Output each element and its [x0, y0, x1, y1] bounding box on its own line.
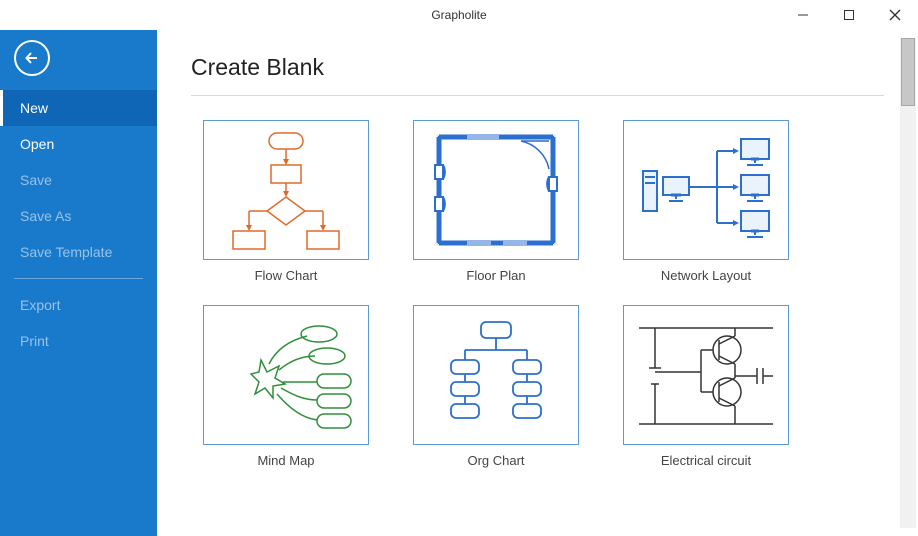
sidebar-item-label: Save Template: [20, 244, 112, 260]
sidebar-item-save-template: Save Template: [0, 234, 157, 270]
floor-plan-icon: [421, 127, 571, 253]
sidebar-item-print: Print: [0, 323, 157, 359]
vertical-scrollbar[interactable]: [900, 38, 916, 528]
sidebar-item-open[interactable]: Open: [0, 126, 157, 162]
template-thumb: [623, 120, 789, 260]
close-button[interactable]: [872, 0, 918, 30]
sidebar-item-label: New: [20, 100, 48, 116]
close-icon: [889, 9, 901, 21]
sidebar-item-save-as: Save As: [0, 198, 157, 234]
sidebar-item-label: Print: [20, 333, 49, 349]
template-flow-chart[interactable]: Flow Chart: [203, 120, 369, 283]
org-chart-icon: [421, 312, 571, 438]
scrollbar-thumb[interactable]: [901, 38, 915, 106]
app-title: Grapholite: [431, 8, 486, 22]
template-label: Electrical circuit: [661, 453, 751, 468]
titlebar: Grapholite: [0, 0, 918, 30]
maximize-button[interactable]: [826, 0, 872, 30]
template-thumb: [203, 120, 369, 260]
sidebar-item-label: Save As: [20, 208, 71, 224]
network-layout-icon: [631, 127, 781, 253]
template-mind-map[interactable]: Mind Map: [203, 305, 369, 468]
section-divider: [191, 95, 884, 96]
template-label: Org Chart: [467, 453, 524, 468]
template-network-layout[interactable]: Network Layout: [623, 120, 789, 283]
flow-chart-icon: [211, 127, 361, 253]
back-button[interactable]: [14, 40, 50, 76]
section-title: Create Blank: [191, 54, 884, 81]
sidebar-item-label: Open: [20, 136, 54, 152]
nav: New Open Save Save As Save Template Expo…: [0, 90, 157, 359]
mind-map-icon: [211, 312, 361, 438]
template-thumb: [203, 305, 369, 445]
sidebar-item-new[interactable]: New: [0, 90, 157, 126]
sidebar: New Open Save Save As Save Template Expo…: [0, 30, 157, 536]
template-thumb: [623, 305, 789, 445]
sidebar-item-label: Save: [20, 172, 52, 188]
sidebar-item-save: Save: [0, 162, 157, 198]
back-arrow-icon: [23, 49, 41, 67]
template-grid: Flow Chart: [203, 120, 884, 468]
main-panel: Create Blank: [157, 30, 918, 536]
template-label: Flow Chart: [255, 268, 318, 283]
maximize-icon: [843, 9, 855, 21]
template-org-chart[interactable]: Org Chart: [413, 305, 579, 468]
template-label: Mind Map: [257, 453, 314, 468]
template-thumb: [413, 305, 579, 445]
template-label: Floor Plan: [466, 268, 525, 283]
sidebar-item-label: Export: [20, 297, 60, 313]
sidebar-item-export: Export: [0, 287, 157, 323]
sidebar-separator: [14, 278, 143, 279]
template-label: Network Layout: [661, 268, 751, 283]
electrical-circuit-icon: [631, 312, 781, 438]
template-thumb: [413, 120, 579, 260]
template-electrical-circuit[interactable]: Electrical circuit: [623, 305, 789, 468]
minimize-icon: [797, 9, 809, 21]
minimize-button[interactable]: [780, 0, 826, 30]
template-floor-plan[interactable]: Floor Plan: [413, 120, 579, 283]
